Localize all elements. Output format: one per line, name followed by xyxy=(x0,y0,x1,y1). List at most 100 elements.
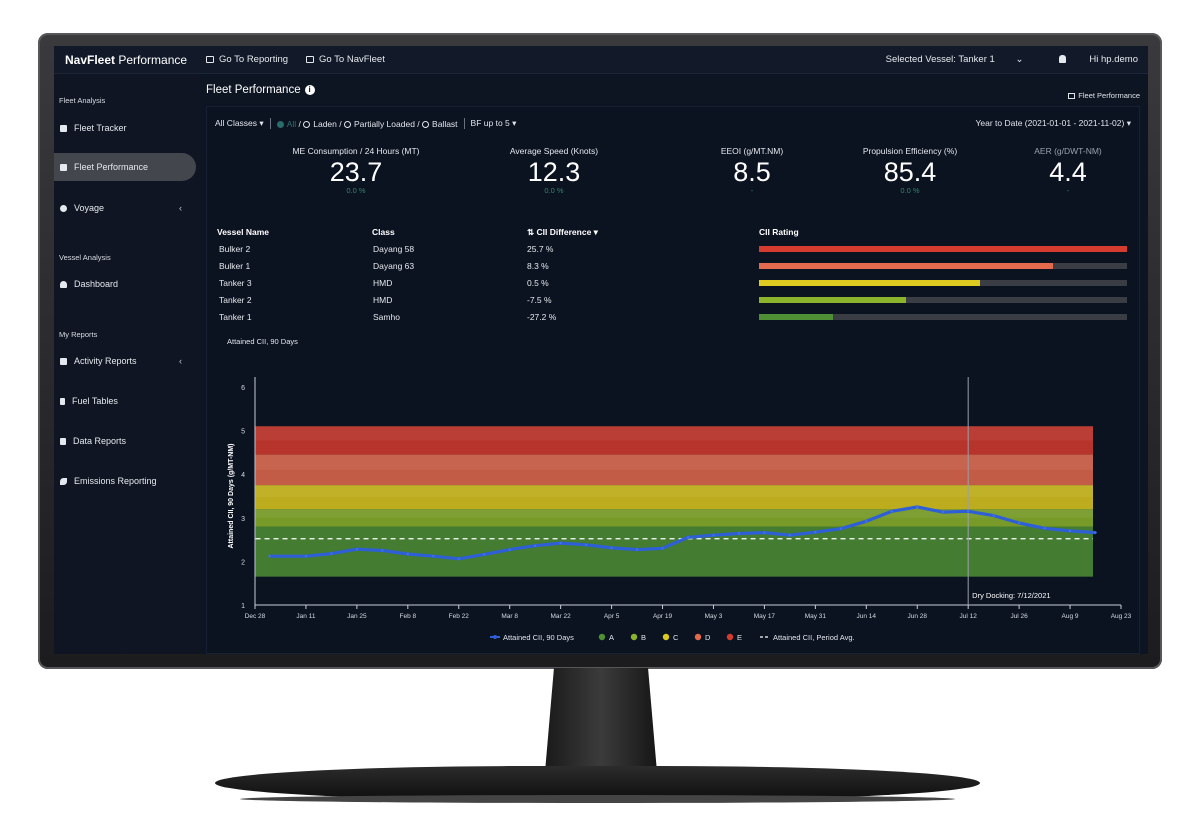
table-row[interactable]: Tanker 3 HMD 0.5 % xyxy=(207,275,1141,292)
x-tick-label: Apr 19 xyxy=(653,613,673,620)
kpi-value: 23.7 xyxy=(329,157,383,187)
x-tick-label: Jan 25 xyxy=(347,613,367,620)
series-point xyxy=(381,549,384,552)
main-content: Fleet Performance i Fleet Performance All… xyxy=(200,74,1148,654)
column-header-cii-rating[interactable]: CII Rating xyxy=(759,227,799,237)
user-icon xyxy=(1059,55,1067,63)
vessel-name-cell: Tanker 2 xyxy=(219,295,252,305)
x-tick-label: Feb 8 xyxy=(400,613,417,620)
external-link-icon xyxy=(306,56,315,63)
fleet-performance-link[interactable]: Fleet Performance xyxy=(1068,91,1140,100)
user-menu[interactable]: Hi hp.demo xyxy=(1041,54,1138,65)
series-point xyxy=(559,541,562,545)
column-header-cii-difference[interactable]: ⇅ CII Difference ▾ xyxy=(527,227,598,237)
info-icon[interactable]: i xyxy=(304,85,315,95)
series-point xyxy=(330,552,333,555)
table-icon xyxy=(1068,93,1076,99)
kpi-eeoi: EEOI (g/MT.NM) 8.5 - xyxy=(667,146,837,195)
cii-rating-bar-fill xyxy=(759,297,907,303)
top-bar: NavFleet Performance Go To Reporting Go … xyxy=(54,46,1148,74)
table-row[interactable]: Bulker 2 Dayang 58 25.7 % xyxy=(207,241,1141,258)
sidebar-item-activity-reports[interactable]: Activity Reports ‹ xyxy=(54,347,196,375)
sidebar-item-voyage[interactable]: Voyage ‹ xyxy=(54,194,196,222)
vessel-name-cell: Tanker 3 xyxy=(219,278,252,288)
sidebar-item-fleet-tracker[interactable]: Fleet Tracker xyxy=(54,114,196,142)
band-shade xyxy=(255,426,1093,441)
bf-filter-dropdown[interactable]: BF up to 5 ▾ xyxy=(470,118,517,128)
kpi-change: - xyxy=(1066,186,1070,195)
date-range-dropdown[interactable]: Year to Date (2021-01-01 - 2021-11-02) ▾ xyxy=(975,118,1132,128)
legend-entry: C xyxy=(673,633,679,642)
brand-bold: NavFleet xyxy=(65,52,116,67)
band-e xyxy=(255,426,1093,455)
cii-rating-bar-fill xyxy=(759,263,1054,269)
x-tick-label: Aug 23 xyxy=(1111,613,1132,620)
annotation-label: Dry Docking: 7/12/2021 xyxy=(972,591,1050,600)
radio-laden[interactable]: Laden xyxy=(303,119,337,129)
chart-title: Attained CII, 90 Days xyxy=(227,337,298,346)
column-header-class[interactable]: Class xyxy=(372,227,395,237)
dashboard-icon xyxy=(60,280,67,288)
kpi-value: 85.4 xyxy=(883,157,937,187)
map-icon xyxy=(60,124,67,132)
go-to-reporting-link[interactable]: Go To Reporting xyxy=(206,54,288,65)
app-logo[interactable]: NavFleet Performance xyxy=(54,53,196,67)
radio-all[interactable]: All xyxy=(276,119,296,129)
band-shade xyxy=(255,485,1093,498)
sidebar-item-fuel-tables[interactable]: Fuel Tables xyxy=(54,387,196,415)
selected-vessel-label: Selected Vessel: Tanker 1 xyxy=(885,54,995,65)
series-point xyxy=(483,553,486,556)
cii-difference-cell: -27.2 % xyxy=(527,312,557,322)
sidebar-item-dashboard[interactable]: Dashboard xyxy=(54,270,196,298)
table-row[interactable]: Bulker 1 Dayang 63 8.3 % xyxy=(207,258,1141,275)
sidebar-item-data-reports[interactable]: Data Reports xyxy=(54,427,196,455)
cii-rating-bar xyxy=(759,314,1127,320)
go-to-navfleet-label: Go To NavFleet xyxy=(319,54,385,65)
x-tick-label: Jun 14 xyxy=(857,613,877,620)
cii-rating-bar-fill xyxy=(759,280,980,286)
chevron-down-icon: ⌄ xyxy=(1015,54,1024,65)
class-cell: HMD xyxy=(373,278,393,288)
series-point xyxy=(610,546,613,550)
sidebar-item-emissions-reporting[interactable]: Emissions Reporting xyxy=(54,467,196,495)
class-cell: Samho xyxy=(373,312,400,322)
series-point xyxy=(788,534,792,537)
sidebar-item-fleet-performance[interactable]: Fleet Performance xyxy=(54,153,196,181)
series-point xyxy=(737,532,741,535)
radio-ballast[interactable]: Ballast xyxy=(422,119,458,129)
legend-entry: A xyxy=(609,633,614,642)
kpi-propulsion-efficiency: Propulsion Efficiency (%) 85.4 0.0 % xyxy=(825,146,995,195)
kpi-value: 12.3 xyxy=(527,157,581,187)
user-label: Hi hp.demo xyxy=(1089,54,1138,65)
legend-entry: Attained CII, Period Avg. xyxy=(773,633,855,642)
class-cell: HMD xyxy=(373,295,393,305)
class-filter-label: All Classes xyxy=(215,118,258,128)
go-to-navfleet-link[interactable]: Go To NavFleet xyxy=(306,54,385,65)
series-point xyxy=(916,505,919,509)
page-title: Fleet Performance i xyxy=(206,84,315,96)
band-shade xyxy=(255,454,1093,470)
cii-difference-cell: 0.5 % xyxy=(527,278,549,288)
table-row[interactable]: Tanker 1 Samho -27.2 % xyxy=(207,309,1141,326)
grid-icon xyxy=(60,163,67,171)
sidebar-item-label: Fuel Tables xyxy=(72,396,118,406)
column-header-vessel[interactable]: Vessel Name xyxy=(217,227,269,237)
cii-rating-bar-fill xyxy=(759,246,1127,252)
x-tick-label: May 17 xyxy=(754,613,776,620)
series-point xyxy=(406,552,410,556)
y-tick-label: 4 xyxy=(241,472,245,479)
go-to-reporting-label: Go To Reporting xyxy=(219,54,289,65)
chevron-left-icon: ‹ xyxy=(179,203,182,213)
sidebar-item-label: Activity Reports xyxy=(74,356,137,366)
class-filter-dropdown[interactable]: All Classes ▾ xyxy=(215,118,264,128)
series-point xyxy=(635,548,639,551)
cii-rating-bar-fill xyxy=(759,314,833,320)
sidebar-item-label: Fleet Performance xyxy=(74,162,149,172)
file-icon xyxy=(60,437,66,445)
series-point xyxy=(533,544,537,547)
page-title-text: Fleet Performance xyxy=(206,84,301,96)
table-row[interactable]: Tanker 2 HMD -7.5 % xyxy=(207,292,1141,309)
vessel-selector[interactable]: Selected Vessel: Tanker 1 ⌄ xyxy=(868,54,1024,65)
radio-partially-loaded[interactable]: Partially Loaded xyxy=(343,119,415,129)
external-link-icon xyxy=(206,56,214,63)
